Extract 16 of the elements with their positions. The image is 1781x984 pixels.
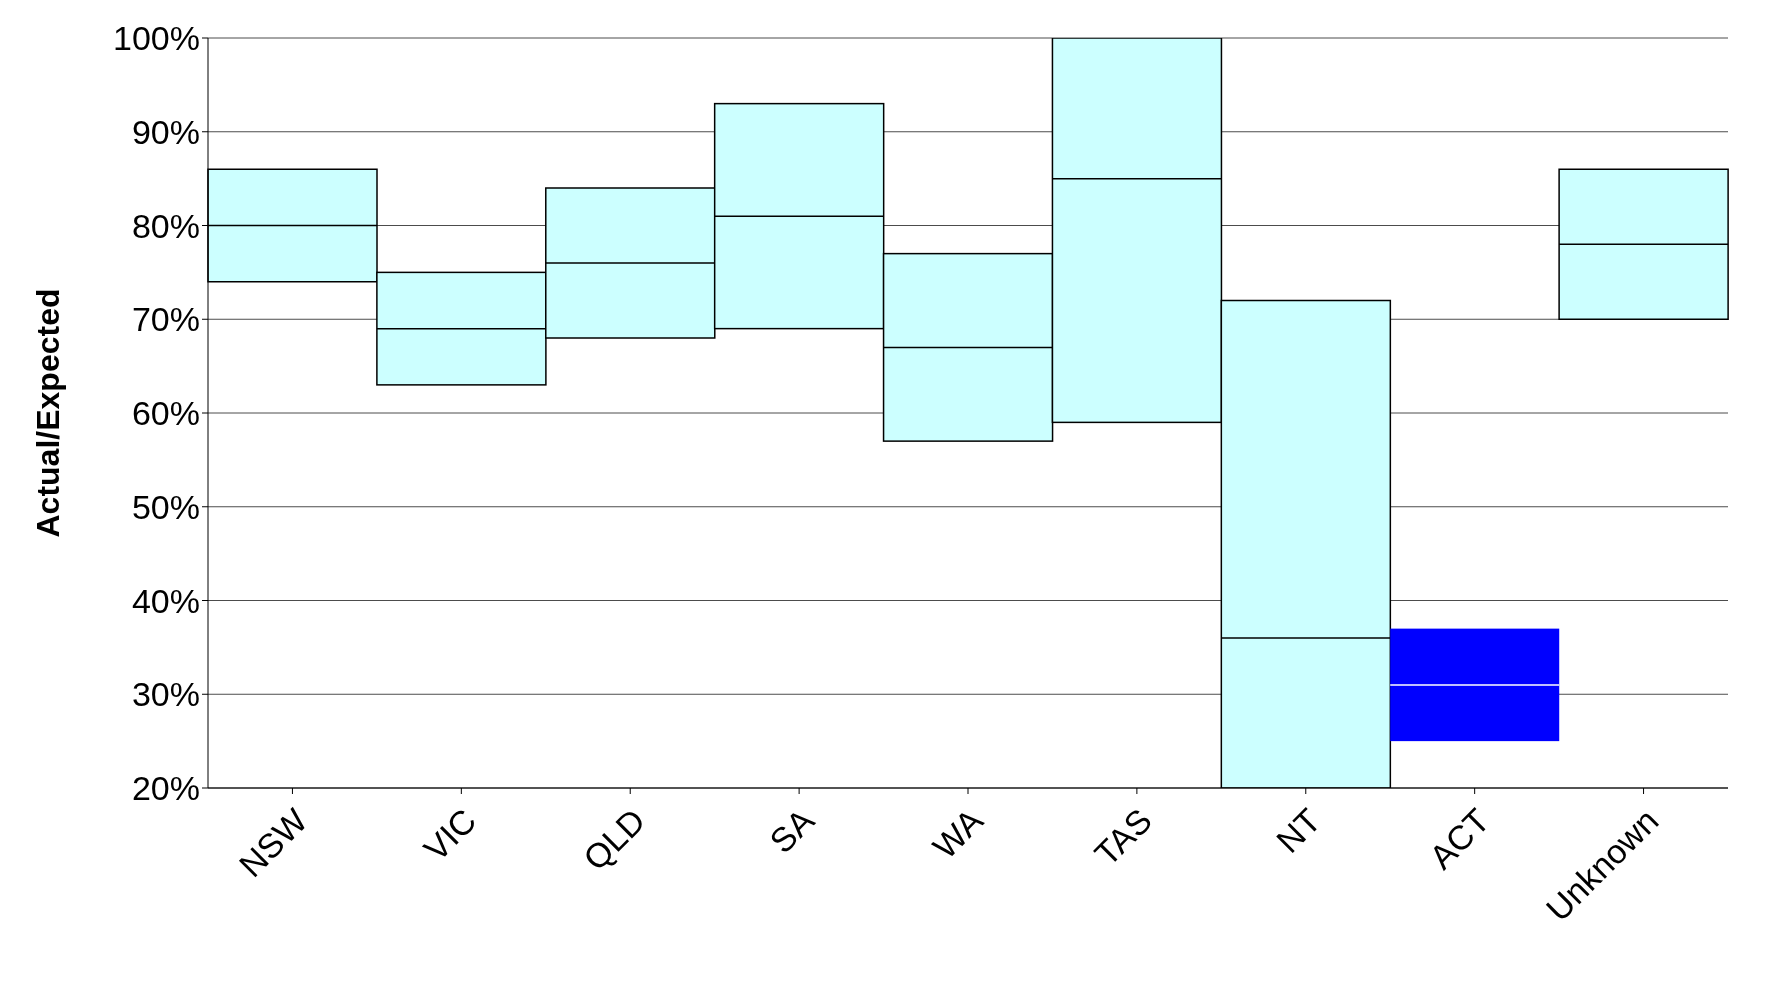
y-tick-label: 20% (131, 769, 200, 808)
y-tick-label: 40% (131, 581, 200, 620)
y-tick-label: 60% (131, 394, 200, 433)
x-tick-label: QLD (575, 801, 653, 878)
x-tick-label: VIC (416, 801, 484, 869)
y-axis-title: Actual/Expected (30, 288, 67, 538)
x-tick-label: WA (925, 800, 991, 866)
y-tick-label: 30% (131, 675, 200, 714)
y-tick-label: 80% (131, 206, 200, 245)
y-tick-label: 100% (113, 19, 200, 58)
x-tick-label: SA (762, 800, 822, 861)
y-tick-label: 50% (131, 487, 200, 526)
x-tick-label: TAS (1087, 801, 1159, 873)
x-tick-label: NT (1268, 801, 1328, 861)
y-tick-label: 70% (131, 300, 200, 339)
y-tick-label: 90% (131, 112, 200, 151)
